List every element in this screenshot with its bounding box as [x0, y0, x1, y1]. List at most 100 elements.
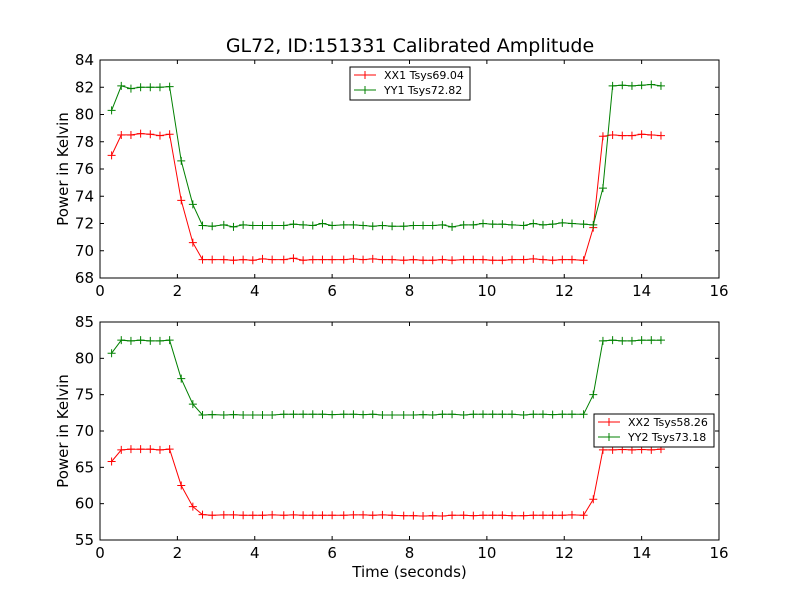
data-point-marker: [198, 510, 207, 519]
data-point-marker: [229, 510, 238, 519]
data-point-marker: [548, 220, 557, 229]
data-point-marker: [349, 510, 358, 519]
data-point-marker: [438, 512, 447, 521]
data-point-marker: [177, 156, 186, 165]
data-point-marker: [378, 221, 387, 230]
data-point-marker: [479, 410, 488, 419]
data-point-marker: [359, 255, 368, 264]
data-point-marker: [488, 511, 497, 520]
data-point-marker: [299, 220, 308, 229]
legend-marker: [605, 418, 613, 426]
y-tick-label: 84: [75, 51, 94, 69]
x-axis-label: Time (seconds): [351, 563, 467, 581]
data-point-marker: [529, 511, 538, 520]
y-tick-label: 78: [75, 133, 94, 151]
data-point-marker: [567, 510, 576, 519]
data-point-marker: [318, 219, 327, 228]
data-point-marker: [368, 511, 377, 520]
data-point-marker: [239, 411, 248, 420]
data-point-marker: [107, 349, 116, 358]
y-tick-label: 75: [75, 386, 94, 404]
data-point-marker: [339, 255, 348, 264]
data-point-marker: [579, 410, 588, 419]
data-point-marker: [378, 510, 387, 519]
data-point-marker: [146, 83, 155, 92]
data-point-marker: [208, 410, 217, 419]
data-point-marker: [229, 256, 238, 265]
data-point-marker: [289, 510, 298, 519]
data-point-marker: [117, 130, 126, 139]
data-point-marker: [198, 255, 207, 264]
data-point-marker: [165, 130, 174, 139]
data-point-marker: [239, 511, 248, 520]
data-point-marker: [558, 255, 567, 264]
data-point-marker: [567, 255, 576, 264]
data-point-marker: [459, 511, 468, 520]
data-point-marker: [438, 220, 447, 229]
data-point-marker: [378, 411, 387, 420]
data-point-marker: [318, 511, 327, 520]
data-point-marker: [136, 445, 145, 454]
data-point-marker: [538, 220, 547, 229]
data-point-marker: [339, 511, 348, 520]
data-point-marker: [279, 410, 288, 419]
data-point-marker: [299, 511, 308, 520]
data-point-marker: [579, 511, 588, 520]
data-point-marker: [308, 410, 317, 419]
data-point-marker: [428, 511, 437, 520]
data-point-marker: [279, 511, 288, 520]
data-point-marker: [258, 411, 267, 420]
y-tick-label: 55: [75, 531, 94, 549]
data-point-marker: [328, 410, 337, 419]
data-point-marker: [618, 81, 627, 90]
data-point-marker: [647, 130, 656, 139]
legend-label: YY1 Tsys72.82: [383, 84, 462, 97]
data-point-marker: [448, 256, 457, 265]
data-point-marker: [126, 130, 135, 139]
data-point-marker: [339, 410, 348, 419]
data-point-marker: [289, 220, 298, 229]
data-point-marker: [188, 400, 197, 409]
data-point-marker: [558, 511, 567, 520]
data-point-marker: [637, 130, 646, 139]
data-point-marker: [126, 84, 135, 93]
x-tick-label: 0: [95, 282, 105, 300]
data-point-marker: [198, 411, 207, 420]
data-point-marker: [538, 511, 547, 520]
data-point-marker: [438, 410, 447, 419]
data-point-marker: [428, 256, 437, 265]
data-point-marker: [558, 218, 567, 227]
data-point-marker: [165, 336, 174, 345]
data-point-marker: [177, 196, 186, 205]
data-point-marker: [349, 254, 358, 263]
data-point-marker: [155, 336, 164, 345]
data-point-marker: [589, 495, 598, 504]
data-point-marker: [155, 445, 164, 454]
data-point-marker: [469, 511, 478, 520]
data-point-marker: [126, 336, 135, 345]
data-point-marker: [548, 410, 557, 419]
data-point-marker: [388, 255, 397, 264]
data-point-marker: [428, 221, 437, 230]
data-point-marker: [469, 410, 478, 419]
data-point-marker: [529, 410, 538, 419]
legend-box: [349, 66, 471, 101]
data-point-marker: [126, 445, 135, 454]
data-point-marker: [399, 256, 408, 265]
data-point-marker: [388, 411, 397, 420]
y-tick-label: 70: [75, 422, 94, 440]
data-point-marker: [359, 410, 368, 419]
x-tick-label: 4: [250, 544, 260, 562]
data-point-marker: [448, 410, 457, 419]
y-axis-label: Power in Kelvin: [54, 374, 72, 488]
data-point-marker: [289, 410, 298, 419]
data-point-marker: [579, 220, 588, 229]
x-tick-label: 16: [709, 282, 728, 300]
data-point-marker: [399, 411, 408, 420]
data-point-marker: [459, 411, 468, 420]
data-point-marker: [469, 255, 478, 264]
legend-label: XX2 Tsys58.26: [628, 416, 708, 429]
data-point-marker: [359, 221, 368, 230]
data-point-marker: [498, 220, 507, 229]
data-point-marker: [538, 255, 547, 264]
